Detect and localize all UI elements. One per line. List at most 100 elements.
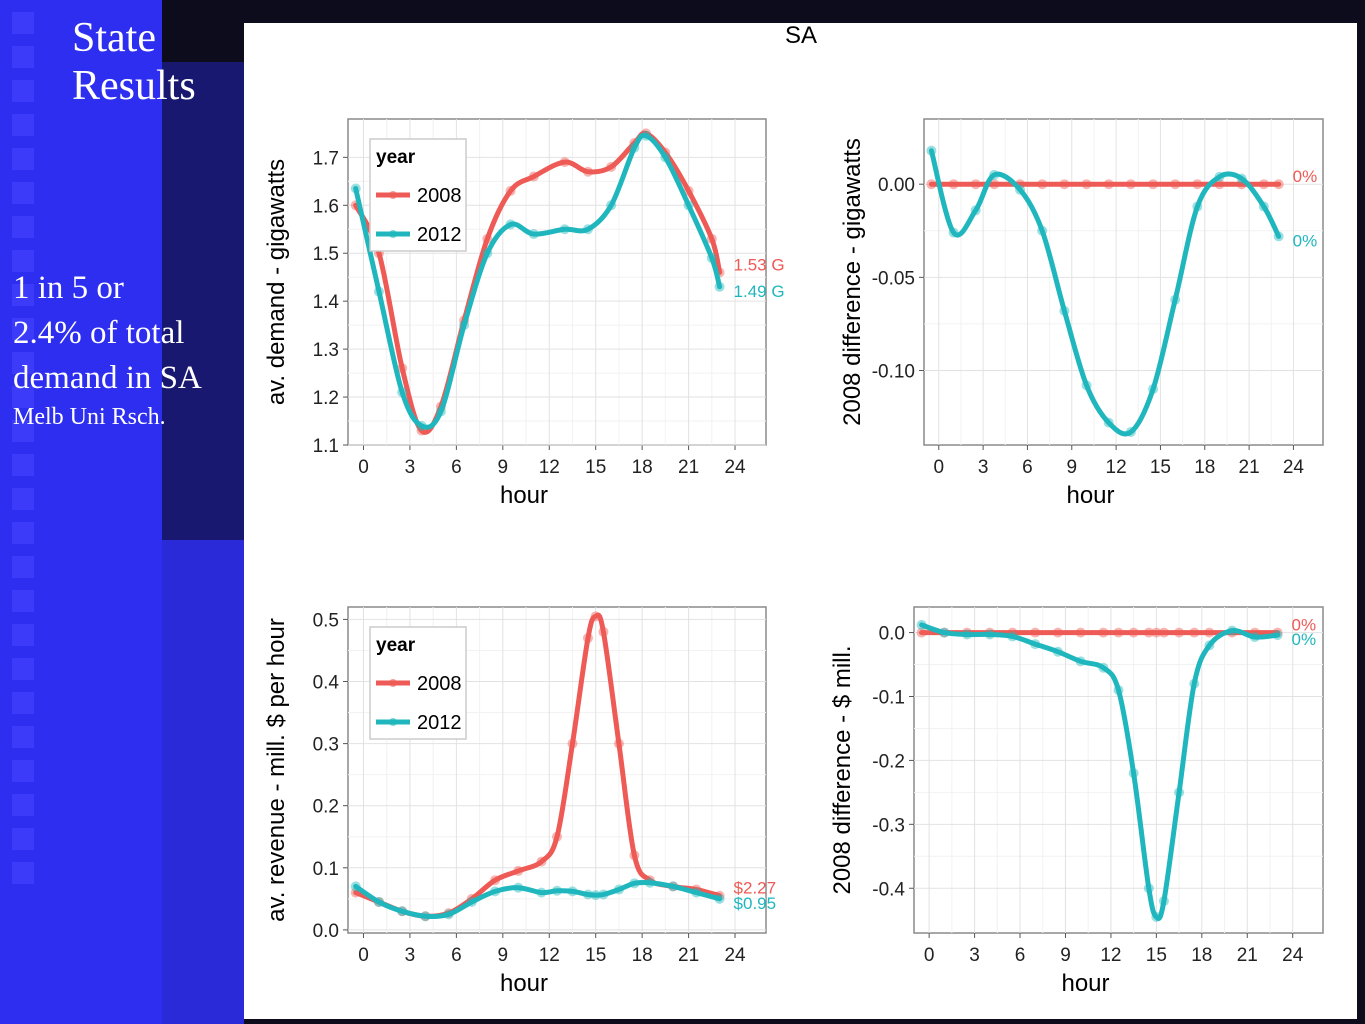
x-tick-label: 9	[498, 945, 509, 966]
y-tick-label: 0.2	[313, 797, 339, 818]
y-tick-label: -0.3	[872, 815, 905, 836]
line-2012	[919, 622, 1281, 921]
end-label-2012: 1.49 G	[734, 282, 785, 301]
y-tick-label: 0.4	[313, 673, 340, 694]
bg-square	[12, 284, 34, 306]
y-tick-label: 1.4	[313, 292, 340, 313]
chart-svg: SA 0 3 6 9 12 15 18 21 24 1.1 1.2 1.3 1.4 1.5 1.6 1.7 hou…	[263, 23, 1324, 997]
x-tick-label: 12	[539, 457, 560, 478]
legend-label-2012: 2012	[417, 712, 462, 734]
bg-square	[12, 828, 34, 850]
bg-square	[12, 318, 34, 340]
y-tick-label: -0.2	[872, 751, 905, 772]
x-tick-label: 15	[1150, 457, 1171, 478]
chart-figure: SA 0 3 6 9 12 15 18 21 24 1.1 1.2 1.3 1.4 1.5 1.6 1.7 hou…	[244, 23, 1357, 1019]
bg-square	[12, 80, 34, 102]
bg-square	[12, 114, 34, 136]
y-tick-label: -0.10	[872, 361, 915, 382]
y-tick-label: 0.0	[879, 624, 905, 645]
x-tick-label: 18	[1191, 945, 1212, 966]
x-axis-label: hour	[500, 482, 548, 509]
x-tick-label: 12	[539, 945, 560, 966]
legend-label-2008: 2008	[417, 185, 462, 207]
x-tick-label: 6	[1022, 457, 1033, 478]
end-label-2012: 0%	[1293, 231, 1318, 250]
x-tick-label: 24	[1282, 945, 1304, 966]
bg-square	[12, 624, 34, 646]
x-tick-label: 21	[1239, 457, 1260, 478]
y-axis-label: av. revenue - mill. $ per hour	[263, 618, 290, 922]
chart-panel-1: 0 3 6 9 12 15 18 21 24 1.1 1.2 1.3 1.4 1.5 1.6 1.7 hour a…	[263, 118, 785, 509]
end-label-2008: 1.53 G	[734, 255, 785, 274]
y-tick-label: -0.05	[872, 268, 915, 289]
x-tick-label: 15	[585, 945, 606, 966]
x-tick-label: 15	[585, 457, 606, 478]
chart-panel-2: 0 3 6 9 12 15 18 21 24 0.00 -0.05 -0.10 hour 2008 dif…	[839, 118, 1324, 509]
bg-mid-band	[162, 62, 244, 542]
y-tick-label: 0.3	[313, 735, 339, 756]
chart-main-title: SA	[785, 23, 817, 49]
slide-note-line-3: demand in SA	[13, 360, 202, 396]
legend-title: year	[376, 147, 416, 168]
x-tick-label: 9	[498, 457, 509, 478]
x-tick-label: 9	[1066, 457, 1077, 478]
x-tick-label: 24	[724, 457, 746, 478]
x-tick-label: 0	[924, 945, 935, 966]
x-tick-label: 15	[1146, 945, 1167, 966]
x-tick-label: 3	[405, 457, 416, 478]
slide-note: 1 in 5 or 2.4% of total demand in SA Mel…	[13, 266, 202, 433]
x-tick-label: 18	[1194, 457, 1215, 478]
bg-square	[12, 692, 34, 714]
bg-square	[12, 862, 34, 884]
line-2012	[353, 879, 723, 920]
y-tick-label: 1.2	[313, 388, 339, 409]
x-tick-label: 12	[1100, 945, 1121, 966]
x-tick-label: 6	[1015, 945, 1026, 966]
legend-point-2008	[389, 679, 397, 687]
y-tick-label: 1.6	[313, 196, 339, 217]
bg-square	[12, 352, 34, 374]
slide-title-line-2: Results	[72, 63, 196, 109]
x-tick-label: 21	[1237, 945, 1258, 966]
legend-point-2008	[389, 191, 397, 199]
slide-title-line-1: State	[72, 15, 156, 61]
bg-square	[12, 12, 34, 34]
end-label-2012: $0.95	[734, 894, 777, 913]
bg-square	[12, 454, 34, 476]
bg-square	[12, 658, 34, 680]
x-tick-label: 9	[1060, 945, 1071, 966]
y-tick-label: 0.5	[313, 610, 339, 631]
x-tick-label: 0	[358, 945, 369, 966]
y-tick-label: 1.7	[313, 148, 339, 169]
chart-panel-4: 0 3 6 9 12 15 18 21 24 0.0 -0.1 -0.2 -0.3 -0.4 hour 200…	[829, 606, 1324, 997]
bg-square	[12, 216, 34, 238]
slide-note-line-2: 2.4% of total	[13, 315, 185, 351]
y-tick-label: 1.5	[313, 244, 339, 265]
x-tick-label: 12	[1106, 457, 1127, 478]
x-tick-label: 18	[632, 457, 653, 478]
x-axis-label: hour	[500, 970, 548, 997]
x-tick-label: 0	[933, 457, 944, 478]
legend-label-2012: 2012	[417, 224, 462, 246]
end-label-2012: 0%	[1292, 630, 1317, 649]
x-tick-label: 21	[678, 945, 699, 966]
x-tick-label: 0	[358, 457, 369, 478]
end-label-2008: 0%	[1293, 167, 1318, 186]
bg-square	[12, 488, 34, 510]
bg-square	[12, 590, 34, 612]
y-tick-label: -0.1	[872, 687, 905, 708]
x-axis-label: hour	[1066, 482, 1114, 509]
bg-square	[12, 250, 34, 272]
y-tick-label: 0.1	[313, 859, 339, 880]
y-tick-label: 1.1	[313, 436, 339, 457]
x-tick-label: 3	[969, 945, 980, 966]
legend-point-2012	[389, 230, 397, 238]
bg-square	[12, 556, 34, 578]
bg-square	[12, 726, 34, 748]
bg-square	[12, 522, 34, 544]
bg-square	[12, 794, 34, 816]
x-tick-label: 18	[632, 945, 653, 966]
slide-note-line-1: 1 in 5 or	[13, 270, 124, 306]
plot-frame	[923, 118, 1324, 446]
end-label-2008: 0%	[1292, 616, 1317, 635]
